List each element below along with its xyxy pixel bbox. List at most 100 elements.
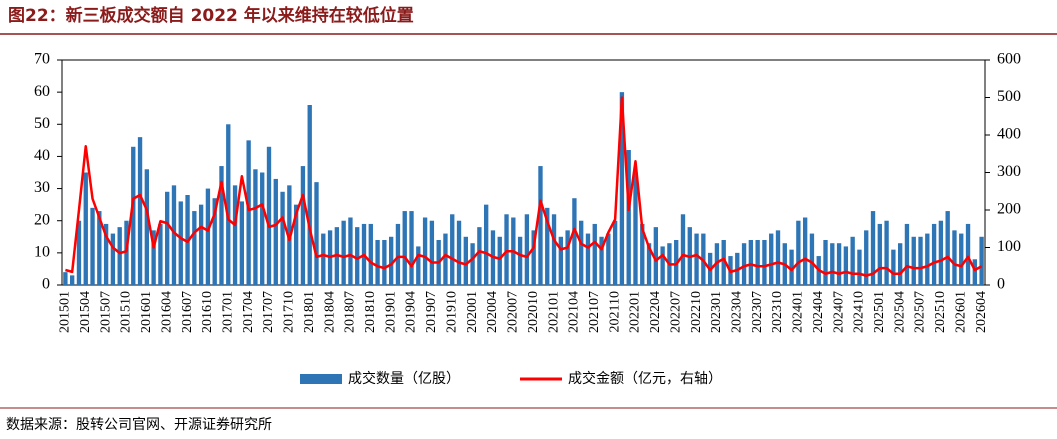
bar	[830, 243, 835, 285]
x-tick-label: 202604	[974, 291, 989, 333]
y-tick-label: 40	[34, 147, 50, 164]
bar	[823, 240, 828, 285]
bar	[158, 223, 163, 285]
bar	[775, 230, 781, 285]
bar	[585, 233, 591, 285]
x-tick-label: 201804	[322, 291, 337, 333]
source: 数据来源：股转公司官网、开源证券研究所	[6, 417, 272, 433]
y2-tick-label: 0	[997, 276, 1005, 293]
y-tick-label: 70	[34, 51, 50, 68]
bar	[76, 220, 82, 285]
bar	[124, 220, 129, 285]
x-tick-label: 202401	[791, 291, 806, 333]
x-tick-label: 202601	[953, 291, 968, 333]
bar	[355, 227, 360, 285]
bar	[443, 233, 448, 285]
bar	[843, 246, 849, 285]
bar	[572, 198, 577, 285]
bar	[484, 204, 489, 285]
x-tick-label: 201904	[404, 291, 419, 333]
bar	[219, 166, 224, 285]
bar	[205, 188, 211, 285]
bar	[925, 233, 930, 285]
bar	[599, 236, 604, 285]
legend-label: 成交数量（亿股）	[348, 370, 460, 387]
x-tick-label: 202410	[852, 291, 867, 333]
x-tick-label: 201810	[363, 291, 378, 333]
bar	[884, 220, 889, 285]
bar	[470, 243, 475, 285]
bar	[260, 172, 265, 285]
y2-tick-label: 600	[997, 51, 1021, 68]
bar	[314, 182, 319, 285]
x-tick-label: 202507	[913, 291, 928, 333]
bar	[165, 191, 170, 285]
x-tick-label: 202110	[607, 291, 622, 332]
bar	[375, 240, 380, 285]
x-tick-label: 202301	[709, 291, 724, 333]
bar	[192, 211, 197, 285]
x-tick-label: 201604	[159, 291, 174, 333]
y-tick-label: 0	[42, 276, 50, 293]
bar	[592, 223, 597, 285]
bar	[680, 214, 686, 285]
bar	[524, 214, 530, 285]
bar	[606, 233, 611, 285]
bar	[273, 178, 278, 285]
x-tick-label: 202207	[668, 291, 683, 333]
bar	[246, 140, 251, 285]
bar	[640, 223, 645, 285]
bar	[409, 211, 414, 285]
y2-tick-label: 300	[997, 163, 1021, 180]
bar	[836, 243, 842, 285]
y2-tick-label: 500	[997, 88, 1021, 105]
y2-tick-label: 100	[997, 238, 1021, 255]
bar	[144, 169, 150, 285]
bar	[694, 233, 699, 285]
x-tick-label: 201701	[220, 291, 235, 333]
y2-tick-label: 200	[997, 201, 1021, 218]
x-tick-label: 202307	[750, 291, 765, 333]
bar	[348, 217, 353, 285]
bar	[789, 249, 794, 285]
x-tick-label: 202104	[567, 291, 582, 333]
bar	[748, 240, 754, 285]
bar	[864, 230, 869, 285]
bar	[959, 233, 964, 285]
bar	[897, 243, 903, 285]
chart-title: 图22：新三板成交额自 2022 年以来维持在较低位置	[8, 5, 414, 26]
y-tick-label: 30	[34, 179, 50, 196]
x-tick-label: 202101	[546, 291, 561, 333]
line	[65, 96, 983, 277]
bar	[721, 240, 726, 285]
bar	[633, 172, 638, 285]
bar	[450, 214, 455, 285]
x-tick-label: 201601	[139, 291, 154, 333]
bar	[972, 259, 977, 285]
bar	[579, 220, 584, 285]
bar	[198, 204, 204, 285]
bar	[171, 185, 177, 285]
bar	[504, 214, 509, 285]
x-tick-label: 201501	[58, 291, 73, 333]
bar	[497, 236, 502, 285]
bar	[300, 166, 306, 285]
bar	[660, 246, 665, 285]
x-tick-label: 201807	[343, 291, 358, 333]
bar	[63, 272, 68, 285]
legend-swatch	[300, 374, 342, 384]
bar	[117, 227, 122, 285]
x-tick-label: 201504	[78, 291, 93, 333]
x-tick-label: 201704	[241, 291, 256, 333]
x-tick-label: 201801	[302, 291, 317, 333]
bar	[911, 236, 916, 285]
bar	[952, 230, 957, 285]
bar	[226, 124, 231, 286]
x-tick-label: 201610	[200, 291, 215, 333]
bar	[517, 236, 523, 285]
bar	[131, 146, 136, 285]
x-tick-label: 201910	[444, 291, 459, 333]
bar	[545, 207, 550, 285]
x-tick-label: 202007	[506, 291, 521, 333]
